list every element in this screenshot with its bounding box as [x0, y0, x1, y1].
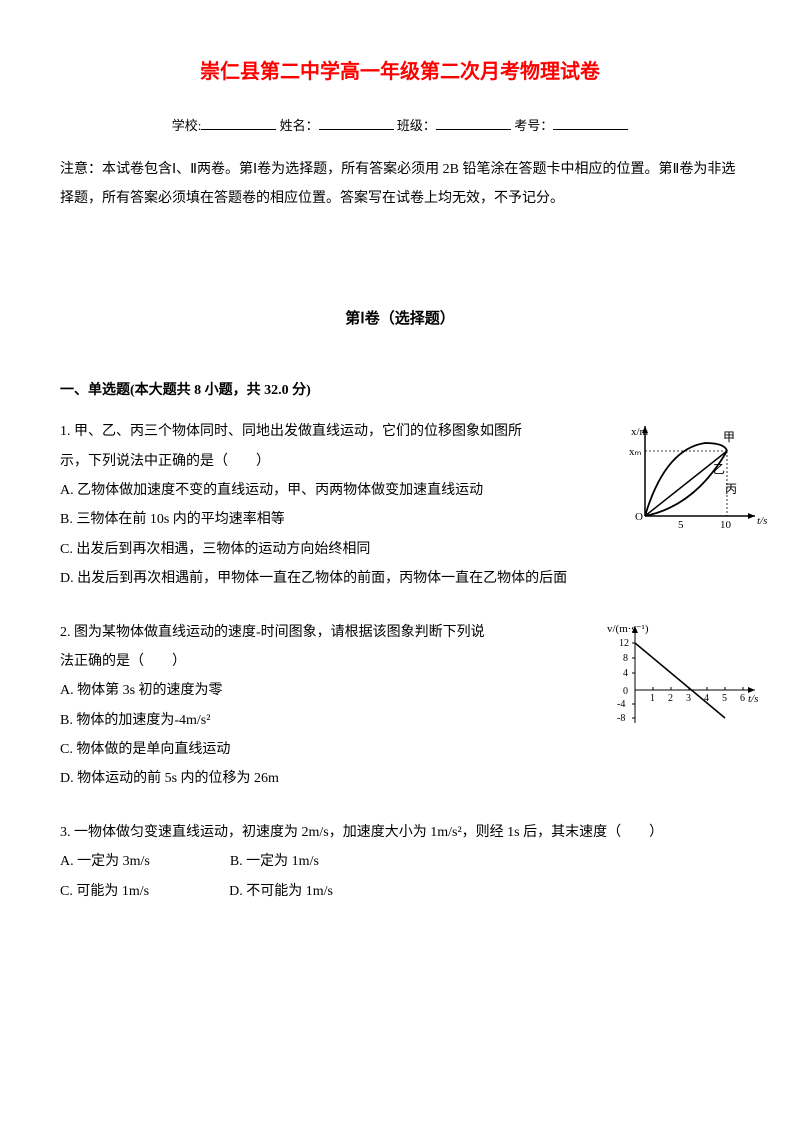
- svg-text:5: 5: [722, 693, 727, 704]
- q3-option-a: A. 一定为 3m/s: [60, 847, 150, 876]
- q2-option-c: C. 物体做的是单向直线运动: [60, 735, 740, 764]
- svg-text:10: 10: [720, 519, 732, 531]
- exam-title: 崇仁县第二中学高一年级第二次月考物理试卷: [60, 50, 740, 94]
- svg-text:2: 2: [668, 693, 673, 704]
- svg-text:-8: -8: [617, 713, 625, 724]
- name-blank: [319, 116, 394, 130]
- candidate-blank: [553, 116, 628, 130]
- svg-text:6: 6: [740, 693, 745, 704]
- svg-text:-4: -4: [617, 699, 625, 710]
- q3-option-d: D. 不可能为 1m/s: [229, 877, 333, 906]
- svg-text:甲: 甲: [723, 430, 735, 444]
- section-title: 第Ⅰ卷（选择题）: [60, 303, 740, 336]
- school-label: 学校:: [172, 118, 202, 133]
- student-info-line: 学校: 姓名： 班级： 考号：: [60, 112, 740, 141]
- class-label: 班级：: [397, 118, 436, 133]
- svg-text:4: 4: [623, 668, 628, 679]
- svg-text:12: 12: [619, 638, 629, 649]
- name-label: 姓名：: [280, 118, 319, 133]
- q3-stem: 3. 一物体做匀变速直线运动，初速度为 2m/s，加速度大小为 1m/s²，则经…: [60, 818, 740, 847]
- question-3: 3. 一物体做匀变速直线运动，初速度为 2m/s，加速度大小为 1m/s²，则经…: [60, 818, 740, 906]
- svg-text:t/s: t/s: [757, 515, 767, 527]
- svg-text:t/s: t/s: [748, 693, 758, 705]
- q1-option-d: D. 出发后到再次相遇前，甲物体一直在乙物体的前面，丙物体一直在乙物体的后面: [60, 564, 740, 593]
- question-2: v/(m·s⁻¹) t/s 12 8 4 0 -4 -8 1 2 3 4 5 6: [60, 618, 740, 794]
- q3-option-c: C. 可能为 1m/s: [60, 877, 149, 906]
- q1-option-c: C. 出发后到再次相遇，三物体的运动方向始终相同: [60, 535, 740, 564]
- question-1: x/m t/s O 5 10 xₘ 乙 甲 丙 1. 甲、乙、丙三个物体同时、同…: [60, 417, 740, 593]
- subsection-title: 一、单选题(本大题共 8 小题，共 32.0 分): [60, 376, 740, 407]
- svg-text:3: 3: [686, 693, 691, 704]
- svg-text:O: O: [635, 511, 643, 523]
- candidate-label: 考号：: [514, 118, 553, 133]
- q2-graph: v/(m·s⁻¹) t/s 12 8 4 0 -4 -8 1 2 3 4 5 6: [605, 618, 755, 733]
- svg-text:x/m: x/m: [631, 426, 649, 438]
- svg-text:1: 1: [650, 693, 655, 704]
- svg-text:5: 5: [678, 519, 684, 531]
- svg-text:丙: 丙: [725, 482, 737, 496]
- svg-text:8: 8: [623, 653, 628, 664]
- class-blank: [436, 116, 511, 130]
- svg-text:xₘ: xₘ: [629, 446, 642, 458]
- q3-option-b: B. 一定为 1m/s: [230, 847, 319, 876]
- svg-text:0: 0: [623, 686, 628, 697]
- q2-option-d: D. 物体运动的前 5s 内的位移为 26m: [60, 764, 740, 793]
- svg-text:v/(m·s⁻¹): v/(m·s⁻¹): [607, 623, 649, 635]
- q1-graph: x/m t/s O 5 10 xₘ 乙 甲 丙: [625, 421, 760, 521]
- school-blank: [201, 116, 276, 130]
- instruction-text: 注意：本试卷包含Ⅰ、Ⅱ两卷。第Ⅰ卷为选择题，所有答案必须用 2B 铅笔涂在答题卡…: [60, 155, 740, 214]
